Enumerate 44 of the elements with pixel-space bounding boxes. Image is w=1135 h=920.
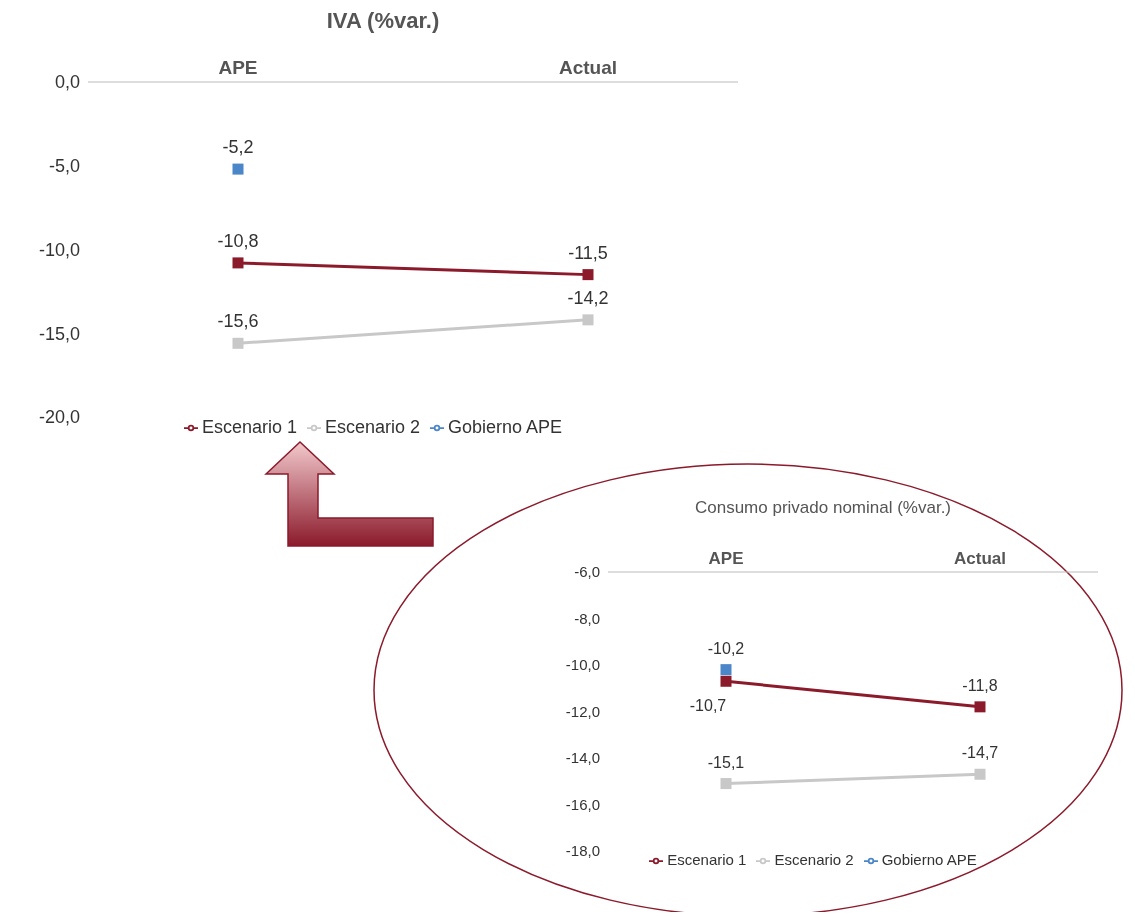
data-label: -14,2 bbox=[567, 287, 609, 308]
point bbox=[582, 314, 594, 326]
point bbox=[974, 701, 986, 713]
y-tick-label: -10,0 bbox=[565, 656, 600, 674]
x-tick-label: Actual bbox=[558, 57, 618, 78]
chart-title: IVA (%var.) bbox=[325, 8, 441, 35]
data-label: -14,7 bbox=[961, 744, 999, 762]
y-tick-label: -5,0 bbox=[48, 156, 80, 177]
chart-title: Consumo privado nominal (%var.) bbox=[693, 498, 953, 519]
point bbox=[974, 768, 986, 780]
data-label: -11,8 bbox=[962, 676, 998, 694]
y-tick-label: -14,0 bbox=[565, 749, 600, 767]
legend-label: Escenario 1 bbox=[667, 850, 747, 868]
point bbox=[232, 163, 244, 175]
y-tick-label: -20,0 bbox=[38, 407, 80, 428]
legend-label: Escenario 1 bbox=[201, 417, 297, 437]
y-tick-label: -18,0 bbox=[565, 842, 600, 860]
y-tick-label: -8,0 bbox=[574, 609, 600, 627]
legend-label: Gobierno APE bbox=[448, 417, 563, 437]
y-tick-label: -12,0 bbox=[565, 702, 600, 720]
y-tick-label: -16,0 bbox=[565, 795, 600, 813]
data-label: -15,1 bbox=[707, 753, 745, 771]
legend-label: Escenario 2 bbox=[324, 417, 421, 437]
x-tick-label: Actual bbox=[954, 549, 1006, 568]
point bbox=[232, 337, 244, 349]
y-tick-label: -15,0 bbox=[38, 323, 80, 344]
point bbox=[720, 664, 732, 676]
point bbox=[232, 257, 244, 269]
data-label: -11,5 bbox=[568, 242, 608, 263]
legend-label: Gobierno APE bbox=[881, 850, 977, 868]
data-label: -10,7 bbox=[689, 697, 727, 715]
x-tick-label: APE bbox=[708, 549, 744, 568]
x-tick-label: APE bbox=[218, 57, 258, 78]
data-label: -10,8 bbox=[217, 230, 259, 251]
y-tick-label: 0,0 bbox=[54, 72, 80, 93]
data-label: -10,2 bbox=[707, 639, 745, 657]
point bbox=[720, 675, 732, 687]
legend-label: Escenario 2 bbox=[774, 850, 854, 868]
data-label: -15,6 bbox=[217, 311, 259, 332]
data-label: -5,2 bbox=[222, 137, 254, 158]
y-tick-label: -10,0 bbox=[38, 239, 80, 260]
y-tick-label: -6,0 bbox=[574, 563, 600, 581]
point bbox=[582, 269, 594, 281]
point bbox=[720, 778, 732, 790]
